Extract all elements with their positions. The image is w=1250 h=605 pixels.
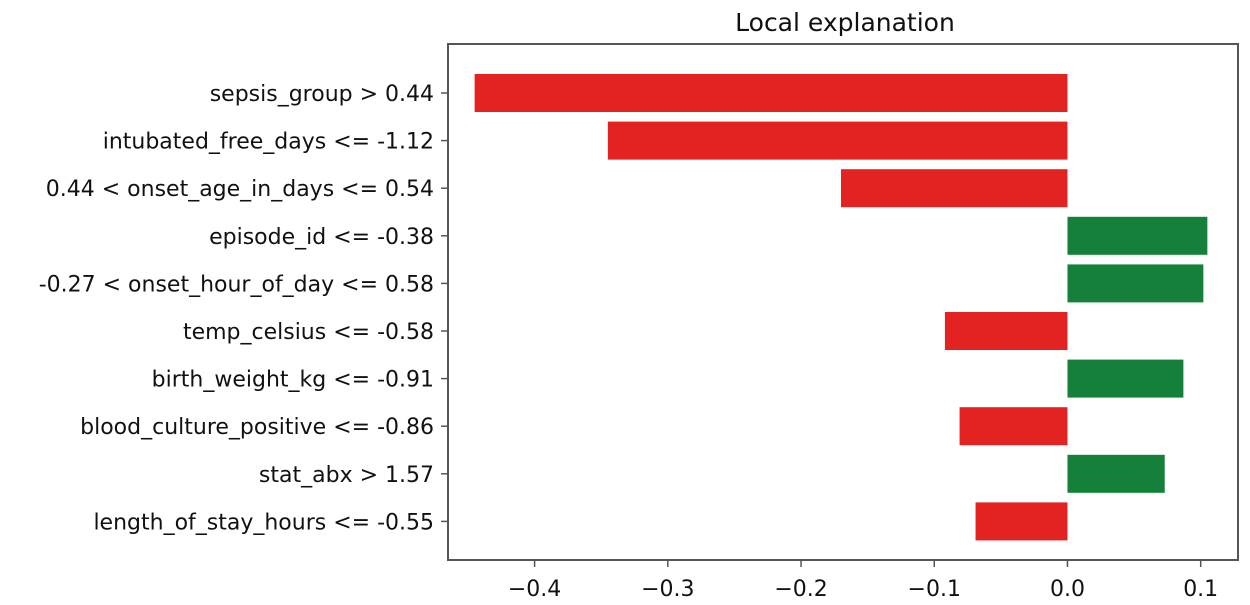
category-label-4: -0.27 < onset_hour_of_day <= 0.58 <box>39 272 434 297</box>
x-axis: −0.4 −0.3 −0.2 −0.1 0.0 0.1 <box>508 560 1218 602</box>
bar-0 <box>474 74 1068 112</box>
category-label-7: blood_culture_positive <= -0.86 <box>80 415 434 440</box>
category-label-9: length_of_stay_hours <= -0.55 <box>93 510 434 535</box>
plot-frame <box>447 43 1239 561</box>
category-labels: sepsis_group > 0.44 intubated_free_days <… <box>39 82 448 535</box>
x-tick-label-3: −0.1 <box>908 577 961 602</box>
x-tick-label-0: −0.4 <box>508 577 561 602</box>
bar-1 <box>607 121 1068 160</box>
bar-3 <box>1067 216 1208 255</box>
x-tick-label-4: 0.0 <box>1050 577 1085 602</box>
x-tick-label-1: −0.3 <box>641 577 694 602</box>
bars-layer <box>474 74 1208 541</box>
category-label-0: sepsis_group > 0.44 <box>210 82 434 107</box>
bar-4 <box>1067 264 1204 303</box>
category-label-3: episode_id <= -0.38 <box>209 225 434 250</box>
category-label-5: temp_celsius <= -0.58 <box>183 320 434 345</box>
category-label-2: 0.44 < onset_age_in_days <= 0.54 <box>46 177 434 202</box>
bar-7 <box>959 407 1068 446</box>
bar-8 <box>1067 454 1165 493</box>
chart-title: Local explanation <box>735 8 955 37</box>
x-tick-label-2: −0.2 <box>774 577 827 602</box>
bar-6 <box>1067 359 1184 398</box>
category-label-8: stat_abx > 1.57 <box>259 463 434 488</box>
bar-2 <box>841 169 1068 208</box>
bar-5 <box>944 312 1068 350</box>
x-tick-label-5: 0.1 <box>1183 577 1218 602</box>
category-label-6: birth_weight_kg <= -0.91 <box>152 368 434 393</box>
bar-9 <box>975 502 1068 541</box>
category-label-1: intubated_free_days <= -1.12 <box>103 130 434 155</box>
